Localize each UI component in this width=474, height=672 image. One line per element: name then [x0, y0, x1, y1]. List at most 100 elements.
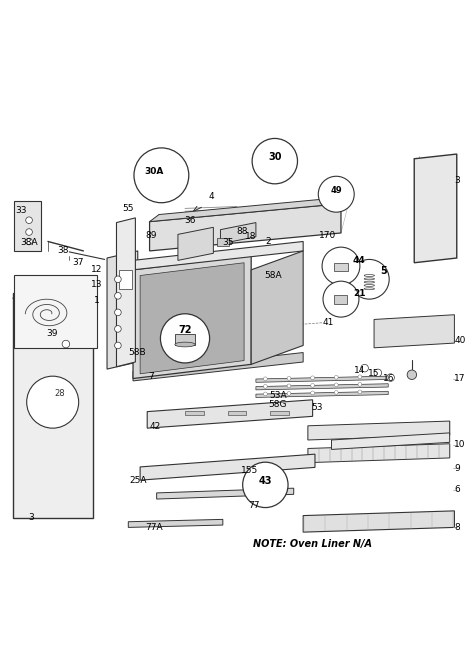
- Circle shape: [323, 281, 359, 317]
- Text: 25A: 25A: [130, 476, 147, 485]
- Circle shape: [334, 390, 338, 394]
- Circle shape: [318, 176, 354, 212]
- Circle shape: [311, 376, 315, 380]
- Polygon shape: [128, 519, 223, 528]
- Text: 43: 43: [259, 476, 272, 486]
- Circle shape: [264, 392, 267, 396]
- Circle shape: [26, 228, 32, 235]
- Polygon shape: [150, 204, 341, 251]
- Text: 170: 170: [319, 231, 336, 241]
- Polygon shape: [414, 154, 457, 263]
- Text: 13: 13: [91, 280, 102, 288]
- Polygon shape: [256, 391, 388, 397]
- Text: 4: 4: [208, 192, 214, 201]
- Polygon shape: [220, 222, 256, 244]
- Text: 41: 41: [322, 319, 333, 327]
- Circle shape: [26, 238, 32, 245]
- Text: 77: 77: [248, 501, 260, 509]
- Text: 58G: 58G: [268, 400, 287, 409]
- Text: 2: 2: [265, 237, 271, 246]
- Bar: [334, 296, 346, 304]
- Circle shape: [243, 462, 288, 507]
- Circle shape: [115, 326, 121, 332]
- Text: 16: 16: [383, 374, 394, 383]
- Text: 21: 21: [353, 289, 365, 298]
- Polygon shape: [14, 202, 41, 251]
- Text: 18: 18: [246, 233, 257, 241]
- Circle shape: [115, 342, 121, 349]
- Circle shape: [358, 375, 362, 378]
- Circle shape: [361, 364, 368, 372]
- Bar: [119, 270, 132, 289]
- Text: 5: 5: [380, 266, 387, 276]
- Polygon shape: [133, 241, 303, 270]
- Polygon shape: [303, 511, 455, 532]
- Text: 39: 39: [46, 329, 57, 338]
- Bar: [217, 238, 229, 246]
- Text: 58A: 58A: [264, 271, 282, 280]
- Text: 7: 7: [148, 372, 154, 380]
- Circle shape: [134, 148, 189, 203]
- Bar: [174, 334, 195, 345]
- Circle shape: [358, 382, 362, 386]
- Circle shape: [287, 384, 291, 388]
- Circle shape: [374, 369, 382, 376]
- Text: 72: 72: [178, 325, 192, 335]
- Circle shape: [334, 383, 338, 387]
- Text: 30A: 30A: [145, 167, 164, 176]
- Polygon shape: [251, 251, 303, 364]
- Polygon shape: [308, 444, 450, 462]
- Text: 9: 9: [455, 464, 460, 473]
- Polygon shape: [256, 384, 388, 390]
- Text: 28: 28: [55, 389, 65, 398]
- Circle shape: [334, 376, 338, 379]
- Polygon shape: [133, 353, 303, 381]
- Text: 17: 17: [455, 374, 466, 383]
- Text: 14: 14: [354, 366, 365, 374]
- Circle shape: [115, 292, 121, 299]
- Text: 10: 10: [455, 440, 466, 449]
- Circle shape: [311, 391, 315, 395]
- Polygon shape: [308, 421, 450, 440]
- Circle shape: [115, 309, 121, 316]
- Polygon shape: [117, 218, 136, 367]
- Bar: [228, 411, 246, 415]
- Text: 15: 15: [368, 370, 380, 378]
- Text: 35: 35: [222, 238, 233, 247]
- Circle shape: [115, 276, 121, 283]
- Circle shape: [358, 390, 362, 394]
- Text: 53A: 53A: [269, 390, 287, 400]
- Text: 8: 8: [455, 523, 460, 532]
- Text: 38: 38: [58, 247, 69, 255]
- Circle shape: [287, 376, 291, 380]
- Polygon shape: [150, 197, 350, 222]
- Bar: [185, 411, 204, 415]
- Polygon shape: [140, 454, 315, 480]
- Text: 77A: 77A: [146, 523, 163, 532]
- Circle shape: [264, 384, 267, 388]
- Circle shape: [27, 376, 79, 428]
- Text: 44: 44: [353, 256, 365, 265]
- Circle shape: [252, 138, 298, 184]
- Circle shape: [311, 384, 315, 387]
- Polygon shape: [140, 263, 244, 374]
- Text: 3: 3: [28, 513, 34, 522]
- Polygon shape: [147, 400, 313, 428]
- Bar: [14, 275, 97, 348]
- Circle shape: [407, 370, 417, 380]
- Text: 88: 88: [236, 226, 247, 236]
- Circle shape: [26, 217, 32, 224]
- Circle shape: [62, 340, 70, 348]
- Ellipse shape: [175, 342, 195, 347]
- Text: 89: 89: [145, 231, 156, 241]
- Text: 33: 33: [15, 206, 27, 215]
- Polygon shape: [133, 255, 251, 378]
- Text: 155: 155: [241, 466, 258, 475]
- Polygon shape: [374, 314, 455, 348]
- Polygon shape: [12, 294, 93, 518]
- Text: 36: 36: [184, 216, 195, 224]
- Circle shape: [322, 247, 360, 285]
- Polygon shape: [256, 376, 388, 382]
- Text: 49: 49: [330, 186, 342, 195]
- Text: 58B: 58B: [128, 348, 146, 357]
